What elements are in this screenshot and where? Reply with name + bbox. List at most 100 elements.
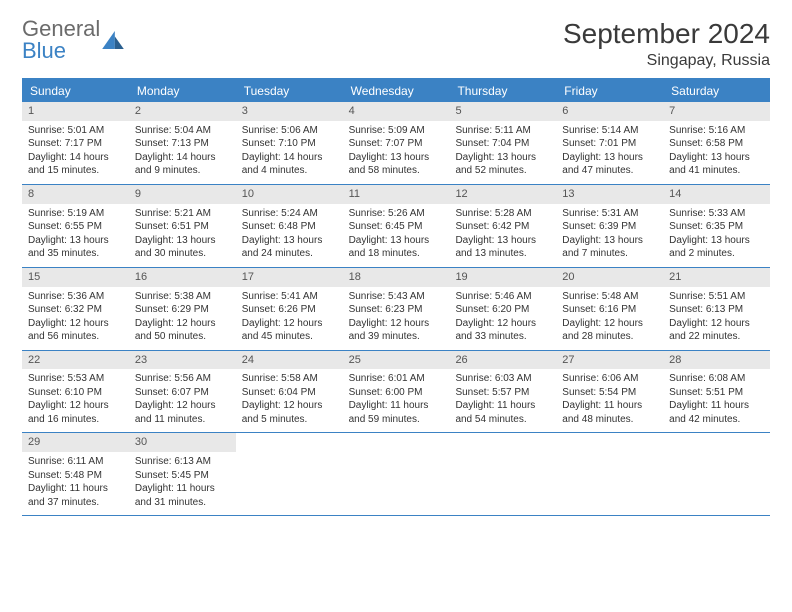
day-content: Sunrise: 5:56 AMSunset: 6:07 PMDaylight:… (129, 369, 236, 432)
header: General Blue September 2024 Singapay, Ru… (22, 18, 770, 70)
sunset-text: Sunset: 5:48 PM (28, 469, 123, 483)
sunrise-text: Sunrise: 6:13 AM (135, 455, 230, 469)
day-content: Sunrise: 6:06 AMSunset: 5:54 PMDaylight:… (556, 369, 663, 432)
day-number: 18 (343, 268, 450, 287)
sunrise-text: Sunrise: 5:36 AM (28, 290, 123, 304)
day-content: Sunrise: 5:11 AMSunset: 7:04 PMDaylight:… (449, 121, 556, 184)
daylight-text-2: and 41 minutes. (669, 164, 764, 178)
day-content: Sunrise: 6:03 AMSunset: 5:57 PMDaylight:… (449, 369, 556, 432)
day-content: Sunrise: 5:36 AMSunset: 6:32 PMDaylight:… (22, 287, 129, 350)
day-content: Sunrise: 5:26 AMSunset: 6:45 PMDaylight:… (343, 204, 450, 267)
daylight-text-2: and 59 minutes. (349, 413, 444, 427)
day-number: 26 (449, 351, 556, 370)
sunset-text: Sunset: 6:29 PM (135, 303, 230, 317)
day-cell: 15Sunrise: 5:36 AMSunset: 6:32 PMDayligh… (22, 268, 129, 350)
day-content: Sunrise: 5:01 AMSunset: 7:17 PMDaylight:… (22, 121, 129, 184)
empty-day-cell (663, 433, 770, 515)
day-number: 3 (236, 102, 343, 121)
sunrise-text: Sunrise: 5:21 AM (135, 207, 230, 221)
daylight-text-1: Daylight: 12 hours (135, 399, 230, 413)
day-number: 6 (556, 102, 663, 121)
day-cell: 1Sunrise: 5:01 AMSunset: 7:17 PMDaylight… (22, 102, 129, 184)
daylight-text-1: Daylight: 14 hours (28, 151, 123, 165)
day-number: 24 (236, 351, 343, 370)
daylight-text-2: and 22 minutes. (669, 330, 764, 344)
daylight-text-1: Daylight: 12 hours (669, 317, 764, 331)
daylight-text-1: Daylight: 13 hours (28, 234, 123, 248)
daylight-text-2: and 54 minutes. (455, 413, 550, 427)
daylight-text-2: and 18 minutes. (349, 247, 444, 261)
day-cell: 14Sunrise: 5:33 AMSunset: 6:35 PMDayligh… (663, 185, 770, 267)
day-cell: 28Sunrise: 6:08 AMSunset: 5:51 PMDayligh… (663, 351, 770, 433)
day-number: 22 (22, 351, 129, 370)
weekday-header: Wednesday (343, 80, 450, 102)
day-content: Sunrise: 5:24 AMSunset: 6:48 PMDaylight:… (236, 204, 343, 267)
day-content: Sunrise: 6:01 AMSunset: 6:00 PMDaylight:… (343, 369, 450, 432)
day-cell: 19Sunrise: 5:46 AMSunset: 6:20 PMDayligh… (449, 268, 556, 350)
calendar: SundayMondayTuesdayWednesdayThursdayFrid… (22, 78, 770, 516)
logo-text-2: Blue (22, 40, 100, 62)
daylight-text-1: Daylight: 13 hours (562, 151, 657, 165)
day-number: 9 (129, 185, 236, 204)
sunrise-text: Sunrise: 5:04 AM (135, 124, 230, 138)
daylight-text-1: Daylight: 12 hours (349, 317, 444, 331)
sunrise-text: Sunrise: 5:38 AM (135, 290, 230, 304)
day-number: 21 (663, 268, 770, 287)
daylight-text-2: and 4 minutes. (242, 164, 337, 178)
daylight-text-1: Daylight: 11 hours (28, 482, 123, 496)
day-number: 10 (236, 185, 343, 204)
sunset-text: Sunset: 7:04 PM (455, 137, 550, 151)
day-cell: 23Sunrise: 5:56 AMSunset: 6:07 PMDayligh… (129, 351, 236, 433)
sunset-text: Sunset: 6:48 PM (242, 220, 337, 234)
day-cell: 30Sunrise: 6:13 AMSunset: 5:45 PMDayligh… (129, 433, 236, 515)
day-content: Sunrise: 5:14 AMSunset: 7:01 PMDaylight:… (556, 121, 663, 184)
sunrise-text: Sunrise: 5:11 AM (455, 124, 550, 138)
logo-triangle-icon (102, 31, 124, 49)
sunrise-text: Sunrise: 5:09 AM (349, 124, 444, 138)
sunrise-text: Sunrise: 5:41 AM (242, 290, 337, 304)
day-cell: 29Sunrise: 6:11 AMSunset: 5:48 PMDayligh… (22, 433, 129, 515)
day-content: Sunrise: 5:48 AMSunset: 6:16 PMDaylight:… (556, 287, 663, 350)
day-cell: 3Sunrise: 5:06 AMSunset: 7:10 PMDaylight… (236, 102, 343, 184)
day-cell: 9Sunrise: 5:21 AMSunset: 6:51 PMDaylight… (129, 185, 236, 267)
day-content: Sunrise: 5:53 AMSunset: 6:10 PMDaylight:… (22, 369, 129, 432)
daylight-text-1: Daylight: 11 hours (135, 482, 230, 496)
day-number: 1 (22, 102, 129, 121)
day-content: Sunrise: 5:04 AMSunset: 7:13 PMDaylight:… (129, 121, 236, 184)
day-number: 25 (343, 351, 450, 370)
sunrise-text: Sunrise: 5:43 AM (349, 290, 444, 304)
daylight-text-1: Daylight: 11 hours (349, 399, 444, 413)
day-cell: 21Sunrise: 5:51 AMSunset: 6:13 PMDayligh… (663, 268, 770, 350)
daylight-text-2: and 7 minutes. (562, 247, 657, 261)
day-content: Sunrise: 5:33 AMSunset: 6:35 PMDaylight:… (663, 204, 770, 267)
sunrise-text: Sunrise: 5:19 AM (28, 207, 123, 221)
day-cell: 12Sunrise: 5:28 AMSunset: 6:42 PMDayligh… (449, 185, 556, 267)
day-content: Sunrise: 5:19 AMSunset: 6:55 PMDaylight:… (22, 204, 129, 267)
day-number: 8 (22, 185, 129, 204)
daylight-text-2: and 11 minutes. (135, 413, 230, 427)
daylight-text-2: and 56 minutes. (28, 330, 123, 344)
daylight-text-1: Daylight: 14 hours (242, 151, 337, 165)
weekday-header: Thursday (449, 80, 556, 102)
day-cell: 26Sunrise: 6:03 AMSunset: 5:57 PMDayligh… (449, 351, 556, 433)
sunrise-text: Sunrise: 5:24 AM (242, 207, 337, 221)
day-content: Sunrise: 5:51 AMSunset: 6:13 PMDaylight:… (663, 287, 770, 350)
weekday-header: Friday (556, 80, 663, 102)
day-number: 4 (343, 102, 450, 121)
day-cell: 8Sunrise: 5:19 AMSunset: 6:55 PMDaylight… (22, 185, 129, 267)
daylight-text-2: and 39 minutes. (349, 330, 444, 344)
empty-day-cell (449, 433, 556, 515)
day-content: Sunrise: 5:41 AMSunset: 6:26 PMDaylight:… (236, 287, 343, 350)
sunset-text: Sunset: 7:07 PM (349, 137, 444, 151)
sunset-text: Sunset: 6:13 PM (669, 303, 764, 317)
logo: General Blue (22, 18, 124, 62)
daylight-text-1: Daylight: 13 hours (669, 151, 764, 165)
week-row: 22Sunrise: 5:53 AMSunset: 6:10 PMDayligh… (22, 351, 770, 434)
sunrise-text: Sunrise: 5:26 AM (349, 207, 444, 221)
sunset-text: Sunset: 6:45 PM (349, 220, 444, 234)
daylight-text-2: and 24 minutes. (242, 247, 337, 261)
daylight-text-2: and 35 minutes. (28, 247, 123, 261)
day-number: 23 (129, 351, 236, 370)
daylight-text-2: and 28 minutes. (562, 330, 657, 344)
daylight-text-1: Daylight: 12 hours (28, 399, 123, 413)
